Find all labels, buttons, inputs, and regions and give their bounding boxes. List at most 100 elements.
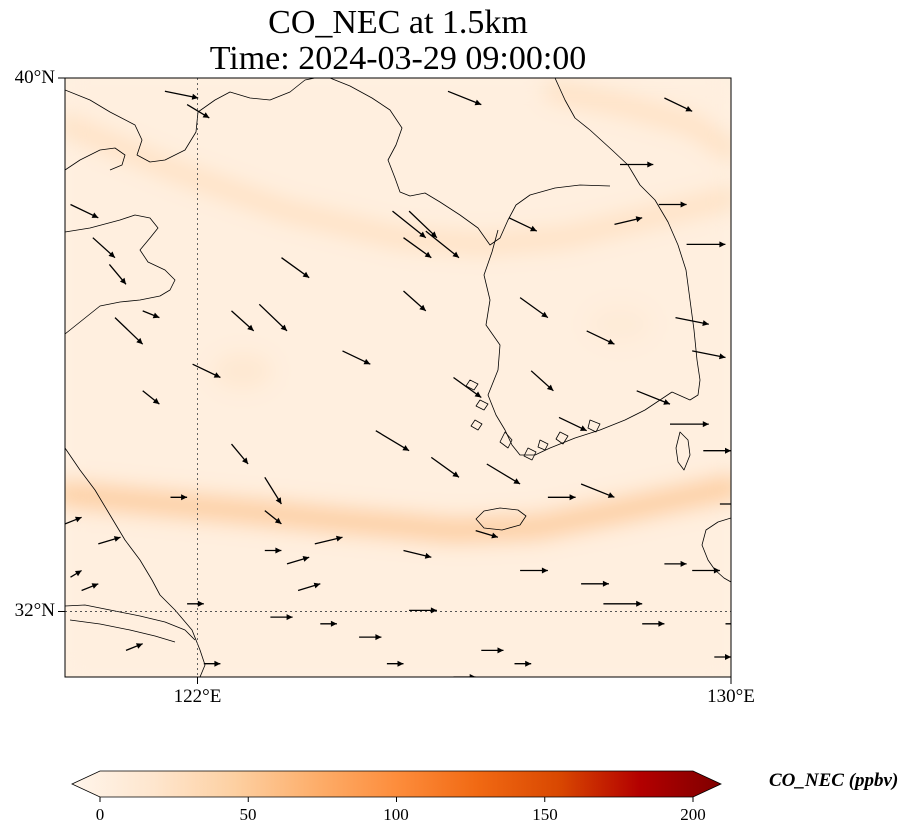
wind-arrow <box>620 161 654 168</box>
wind-arrow <box>320 620 337 627</box>
coastline-mainland-south <box>65 447 206 677</box>
wind-arrow <box>70 569 82 578</box>
coastline-tsushima <box>675 431 691 471</box>
ytick-label-32n: 32°N <box>14 600 55 621</box>
map-frame <box>64 77 732 678</box>
wind-arrow <box>164 90 199 100</box>
coastline-kyushu <box>701 517 731 583</box>
wind-arrow <box>675 316 709 326</box>
colorbar-tick-label-50: 50 <box>239 805 257 824</box>
field-blob-1 <box>586 304 654 345</box>
wind-vectors <box>65 90 764 677</box>
wind-arrow <box>508 217 538 232</box>
coastline-bohai-west <box>65 78 316 163</box>
colorbar-gradient <box>71 770 722 798</box>
wind-arrow <box>392 210 427 239</box>
wind-arrow <box>664 560 687 567</box>
colorbar-tick-label-200: 200 <box>680 805 706 824</box>
field-band-core-2 <box>549 87 731 156</box>
wind-arrow <box>231 310 255 332</box>
wind-arrow <box>514 660 532 667</box>
colorbar-tick-label-150: 150 <box>532 805 558 824</box>
wind-arrow <box>270 614 293 621</box>
wind-arrow <box>670 421 709 428</box>
field-blob-0 <box>212 352 274 390</box>
wind-arrow <box>187 600 204 607</box>
wind-arrow <box>686 241 726 248</box>
xtick-label-130e: 130°E <box>707 686 755 707</box>
coastline-jeju <box>475 507 527 531</box>
wind-arrow <box>636 390 671 405</box>
coastline-korea-southern-islands <box>465 379 601 461</box>
wind-arrow <box>70 203 99 219</box>
coastlines <box>65 78 731 677</box>
wind-arrow <box>81 583 99 592</box>
wind-arrow <box>231 443 249 465</box>
wind-arrow <box>403 549 432 559</box>
colorbar-tick-label-100: 100 <box>383 805 409 824</box>
colorbar-label: CO_NEC (ppbv) <box>769 770 899 791</box>
wind-arrow <box>430 456 460 478</box>
wind-arrow <box>65 516 82 525</box>
wind-arrow <box>264 547 282 554</box>
wind-arrow <box>580 483 615 498</box>
wind-arrow <box>170 494 188 501</box>
coastline-korea-east <box>554 78 701 401</box>
wind-arrow <box>403 237 432 259</box>
wind-arrow <box>731 281 764 287</box>
map-plot <box>58 77 764 684</box>
wind-arrow <box>486 463 521 485</box>
colorbar <box>71 770 722 802</box>
map-title-line1: CO_NEC at 1.5km <box>268 4 528 41</box>
colorbar-ticks <box>99 797 694 802</box>
ytick-label-40n: 40°N <box>14 67 55 88</box>
wind-arrow <box>692 350 726 360</box>
wind-arrow <box>142 310 160 319</box>
map-title-line2: Time: 2024-03-29 09:00:00 <box>209 40 587 77</box>
wind-arrow <box>658 201 687 208</box>
wind-arrow <box>475 529 499 539</box>
xtick-label-122e: 122°E <box>173 686 222 707</box>
wind-arrow <box>258 303 288 332</box>
wind-arrow <box>558 416 587 432</box>
field-band-core-1 <box>65 120 731 249</box>
wind-arrow <box>519 297 549 319</box>
wind-arrow <box>192 363 221 379</box>
wind-arrow <box>92 237 116 259</box>
wind-arrow <box>108 263 127 285</box>
wind-arrow <box>314 535 343 545</box>
wind-arrow <box>725 623 731 625</box>
wind-arrow <box>447 90 482 106</box>
wind-arrow <box>386 660 404 667</box>
coastline-yangtze-estuary <box>65 604 196 643</box>
wind-arrow <box>264 476 282 505</box>
wind-arrow <box>730 111 731 113</box>
coastline-korea-west <box>483 229 673 456</box>
wind-arrow <box>530 370 554 392</box>
wind-arrow <box>547 494 576 501</box>
wind-arrow <box>403 290 427 312</box>
gridlines <box>65 78 731 677</box>
wind-arrow <box>186 104 210 119</box>
wind-arrow <box>98 536 121 545</box>
wind-arrow <box>286 556 310 565</box>
wind-arrow <box>453 376 482 399</box>
wind-arrow <box>581 580 609 587</box>
wind-arrow <box>342 350 371 365</box>
wind-arrow <box>453 674 476 677</box>
wind-arrow <box>719 503 731 505</box>
wind-arrow <box>203 660 221 667</box>
wind-arrow <box>586 330 615 345</box>
wind-arrow <box>520 567 548 574</box>
wind-arrow <box>614 216 643 226</box>
wind-arrow <box>692 567 720 574</box>
wind-arrow <box>375 430 410 452</box>
axis-ticks <box>58 77 732 684</box>
wind-arrow <box>408 210 438 239</box>
coastline-liaodong <box>329 78 611 246</box>
colorbar-tick-label-0: 0 <box>95 805 105 824</box>
field-band-core-0 <box>65 482 731 536</box>
wind-arrow <box>714 654 731 660</box>
wind-arrow <box>642 620 665 627</box>
wind-arrow <box>142 390 160 405</box>
